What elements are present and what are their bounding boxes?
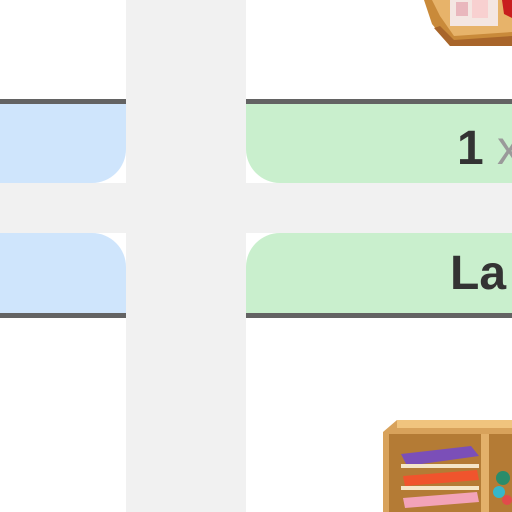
green-card-top-text: 1 x (457, 121, 512, 183)
green-card-bottom[interactable]: La (246, 233, 512, 318)
horizontal-gutter (0, 183, 512, 233)
blue-card-bottom[interactable] (0, 233, 126, 318)
wooden-crate-image (424, 0, 512, 46)
paper-cubby-image (383, 420, 512, 512)
green-card-top[interactable]: 1 x (246, 99, 512, 183)
green-card-bottom-text: La (450, 247, 507, 300)
quantity-number: 1 (457, 122, 484, 175)
vertical-gutter (126, 0, 246, 512)
blue-card-top[interactable] (0, 99, 126, 183)
multiply-symbol: x (497, 122, 512, 175)
